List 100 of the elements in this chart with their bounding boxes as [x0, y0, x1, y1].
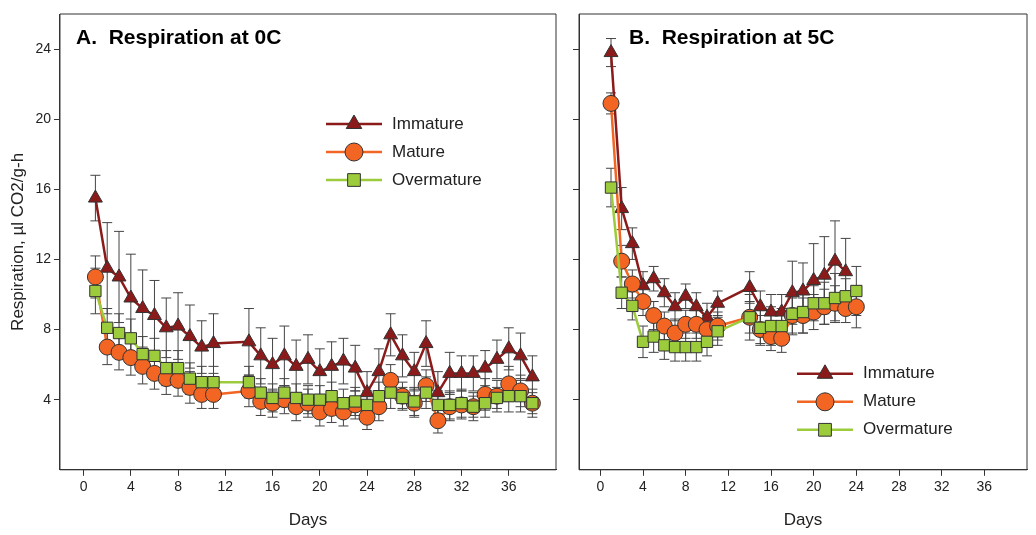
x-axis-title: Days: [783, 510, 823, 530]
point: [742, 278, 758, 292]
point: [839, 290, 852, 303]
point: [501, 340, 517, 354]
text: A. Respiration at 0C: [75, 25, 282, 49]
point: [603, 44, 619, 58]
point: [266, 391, 279, 405]
point: [359, 384, 375, 398]
point: [182, 328, 198, 342]
point: [254, 386, 267, 399]
point: [112, 326, 126, 340]
point: [754, 321, 767, 334]
y-tick-label: 20: [35, 110, 52, 127]
point: [158, 319, 174, 333]
point: [382, 371, 400, 389]
point: [796, 305, 810, 319]
point: [711, 325, 724, 338]
point: [160, 361, 173, 375]
point: [171, 361, 185, 375]
legend-label: Mature: [863, 391, 916, 411]
point: [360, 398, 374, 412]
point: [773, 329, 791, 347]
point: [806, 271, 822, 285]
point: [454, 364, 469, 378]
point: [443, 398, 456, 412]
point: [253, 347, 269, 361]
point: [429, 412, 447, 430]
point: [752, 298, 768, 312]
x-tick-label: 24: [848, 478, 865, 495]
point: [325, 390, 338, 403]
point: [301, 393, 315, 406]
point: [645, 307, 663, 325]
point: [656, 284, 672, 298]
x-tick-label: 36: [976, 478, 993, 495]
point: [465, 364, 481, 378]
point: [418, 335, 434, 349]
point: [324, 357, 340, 371]
y-tick-label: 24: [35, 39, 52, 56]
x-tick-label: 16: [264, 478, 281, 495]
y-tick-label: 8: [43, 320, 52, 337]
point: [827, 252, 843, 266]
point: [111, 268, 127, 282]
point: [335, 352, 351, 366]
point: [206, 335, 221, 349]
point: [183, 372, 197, 385]
point: [763, 303, 779, 317]
point: [455, 397, 468, 410]
x-tick-label: 4: [639, 478, 648, 495]
point: [265, 356, 280, 370]
point: [419, 386, 433, 399]
x-tick-label: 16: [763, 478, 779, 495]
point: [136, 347, 149, 361]
point: [807, 297, 820, 310]
point: [242, 375, 256, 389]
point: [135, 300, 151, 314]
legend-label: Overmature: [392, 169, 482, 189]
point: [667, 298, 683, 312]
point: [604, 181, 618, 194]
point: [442, 364, 458, 378]
point: [337, 397, 350, 410]
point: [194, 338, 210, 352]
x-tick-label: 32: [453, 478, 470, 495]
point: [847, 298, 865, 316]
point: [347, 359, 363, 373]
y-axis-title: Respiration, µl CO2/g-h: [7, 152, 27, 331]
legend-label: Overmature: [863, 419, 953, 439]
point: [89, 284, 102, 298]
point: [626, 299, 639, 313]
point: [623, 275, 641, 293]
x-tick-label: 20: [312, 478, 328, 495]
y-tick-label: 16: [35, 180, 52, 197]
point: [87, 189, 103, 203]
x-axis-title: Days: [288, 510, 328, 530]
point: [818, 297, 831, 310]
point: [207, 375, 220, 389]
point: [795, 282, 811, 296]
legend-label: Immature: [863, 363, 935, 383]
point: [101, 321, 114, 334]
point: [478, 397, 492, 410]
x-tick-label: 32: [933, 478, 950, 495]
point: [300, 350, 316, 364]
x-tick-label: 28: [406, 478, 423, 495]
point: [278, 386, 291, 399]
point: [124, 332, 137, 345]
x-tick-label: 20: [805, 478, 822, 495]
point: [430, 384, 446, 398]
point: [170, 317, 186, 331]
point: [358, 408, 376, 426]
point: [838, 263, 854, 277]
point: [195, 375, 208, 389]
x-tick-label: 24: [359, 478, 376, 495]
point: [688, 298, 704, 312]
legend-label: Mature: [392, 141, 445, 161]
point: [524, 368, 540, 382]
point: [502, 390, 515, 403]
point: [312, 363, 328, 377]
point: [205, 385, 223, 403]
point: [786, 307, 799, 320]
point: [406, 363, 422, 377]
x-tick-label: 0: [596, 478, 605, 495]
